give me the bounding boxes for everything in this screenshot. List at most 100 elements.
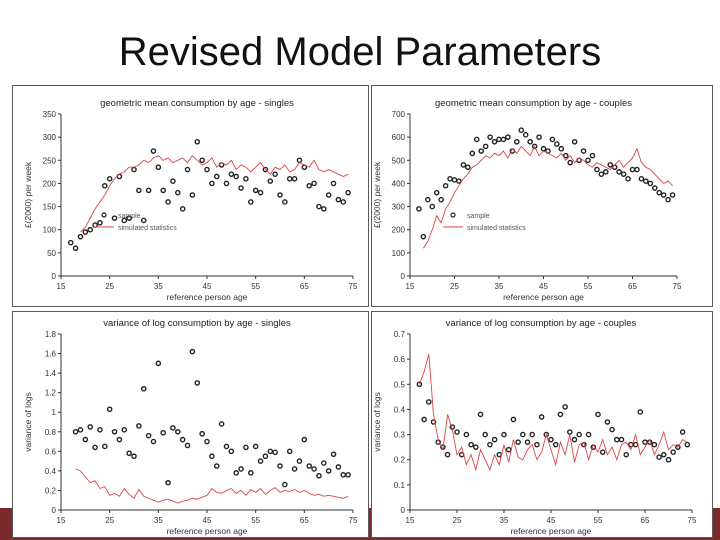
sample-point <box>538 414 545 420</box>
sample-point <box>228 171 235 177</box>
sample-point <box>126 215 132 221</box>
sample-point <box>262 166 269 173</box>
sample-point <box>330 451 337 458</box>
x-tick-label: 65 <box>300 516 309 525</box>
chart-panel-couples-variance: variance of log consumption by age - cou… <box>371 311 713 538</box>
sample-point <box>316 472 322 479</box>
y-tick-label: 50 <box>47 249 56 258</box>
sample-point <box>189 348 196 355</box>
x-tick-label: 15 <box>57 516 66 525</box>
sample-point <box>643 178 649 184</box>
legend-sample-label: sample <box>467 213 490 220</box>
y-tick-label: 0 <box>401 272 406 281</box>
sample-point <box>243 444 249 451</box>
y-tick-label: 1.4 <box>45 369 57 378</box>
sample-point <box>72 428 79 435</box>
sample-point <box>102 443 108 450</box>
sample-point <box>473 444 479 450</box>
x-tick-label: 25 <box>105 282 114 291</box>
chart-panel-singles-variance: variance of log consumption by age - sin… <box>12 311 369 538</box>
sample-point <box>501 431 507 438</box>
y-tick-label: 0.4 <box>45 467 57 476</box>
sample-point <box>430 419 437 425</box>
sample-point <box>468 441 474 448</box>
sample-point <box>634 166 640 173</box>
sample-point <box>243 176 249 182</box>
y-axis-label: variance of logs <box>23 392 33 452</box>
sample-point <box>272 449 278 456</box>
sample-point <box>92 444 98 451</box>
sample-point <box>451 177 458 183</box>
y-tick-label: 0.5 <box>394 380 406 389</box>
x-axis-label: reference person age <box>503 292 584 302</box>
x-tick-label: 15 <box>406 516 415 525</box>
sample-point <box>106 406 113 413</box>
sample-point <box>311 180 317 187</box>
sample-point <box>72 245 79 252</box>
sample-point <box>272 171 278 177</box>
sample-point <box>67 239 74 246</box>
sample-point <box>604 419 611 425</box>
sample-point <box>675 444 681 450</box>
sample-point <box>194 380 201 386</box>
y-tick-label: 0.6 <box>394 355 406 364</box>
sample-point <box>325 192 332 198</box>
sample-point <box>340 199 347 205</box>
x-tick-label: 45 <box>539 282 548 291</box>
chart-panel-couples-mean: geometric mean consumption by age - coup… <box>371 85 713 307</box>
sample-point <box>267 178 274 184</box>
sample-point <box>585 157 591 164</box>
sample-point <box>320 460 327 466</box>
sample-point <box>679 429 686 435</box>
sample-point <box>121 427 128 433</box>
sample-point <box>487 134 493 140</box>
sample-point <box>623 451 629 458</box>
sample-point <box>618 436 625 443</box>
sample-point <box>518 127 525 134</box>
legend-sample-marker <box>101 212 107 218</box>
sample-point <box>233 470 239 476</box>
sample-point <box>87 424 93 430</box>
x-tick-label: 65 <box>641 516 650 525</box>
sample-point <box>469 150 476 157</box>
sample-point <box>267 448 274 455</box>
y-tick-label: 1 <box>52 408 57 417</box>
sample-point <box>442 182 449 189</box>
sample-point <box>335 464 342 470</box>
y-tick-label: 100 <box>392 249 406 258</box>
y-tick-label: 200 <box>43 179 57 188</box>
sample-point <box>447 176 453 182</box>
y-tick-label: 0.3 <box>394 431 406 440</box>
y-tick-label: 0.2 <box>45 486 57 495</box>
sample-point <box>519 431 526 438</box>
sample-point <box>576 431 582 438</box>
x-tick-label: 75 <box>349 282 358 291</box>
sample-point <box>223 443 230 450</box>
sample-point <box>140 217 147 224</box>
x-axis-label: reference person age <box>511 526 592 536</box>
sample-point <box>429 203 436 210</box>
y-tick-label: 100 <box>43 226 57 235</box>
y-tick-label: 0.1 <box>394 481 406 490</box>
x-tick-label: 45 <box>203 516 212 525</box>
x-tick-label: 55 <box>251 282 260 291</box>
x-tick-label: 35 <box>500 516 509 525</box>
sample-point <box>660 451 667 458</box>
sample-point <box>165 199 171 205</box>
sample-point <box>131 453 137 460</box>
sample-point <box>602 169 609 175</box>
sample-point <box>179 206 186 212</box>
sample-point <box>642 439 648 445</box>
sample-point <box>562 152 569 159</box>
x-tick-label: 35 <box>495 282 504 291</box>
sample-point <box>335 196 342 203</box>
sample-point <box>111 215 118 221</box>
sample-point <box>145 432 152 439</box>
sample-point <box>478 148 484 154</box>
sample-point <box>585 431 592 438</box>
x-tick-label: 65 <box>628 282 637 291</box>
sample-point <box>580 148 587 154</box>
x-tick-label: 55 <box>251 516 260 525</box>
sample-point <box>116 436 123 443</box>
y-tick-label: 350 <box>43 110 57 119</box>
